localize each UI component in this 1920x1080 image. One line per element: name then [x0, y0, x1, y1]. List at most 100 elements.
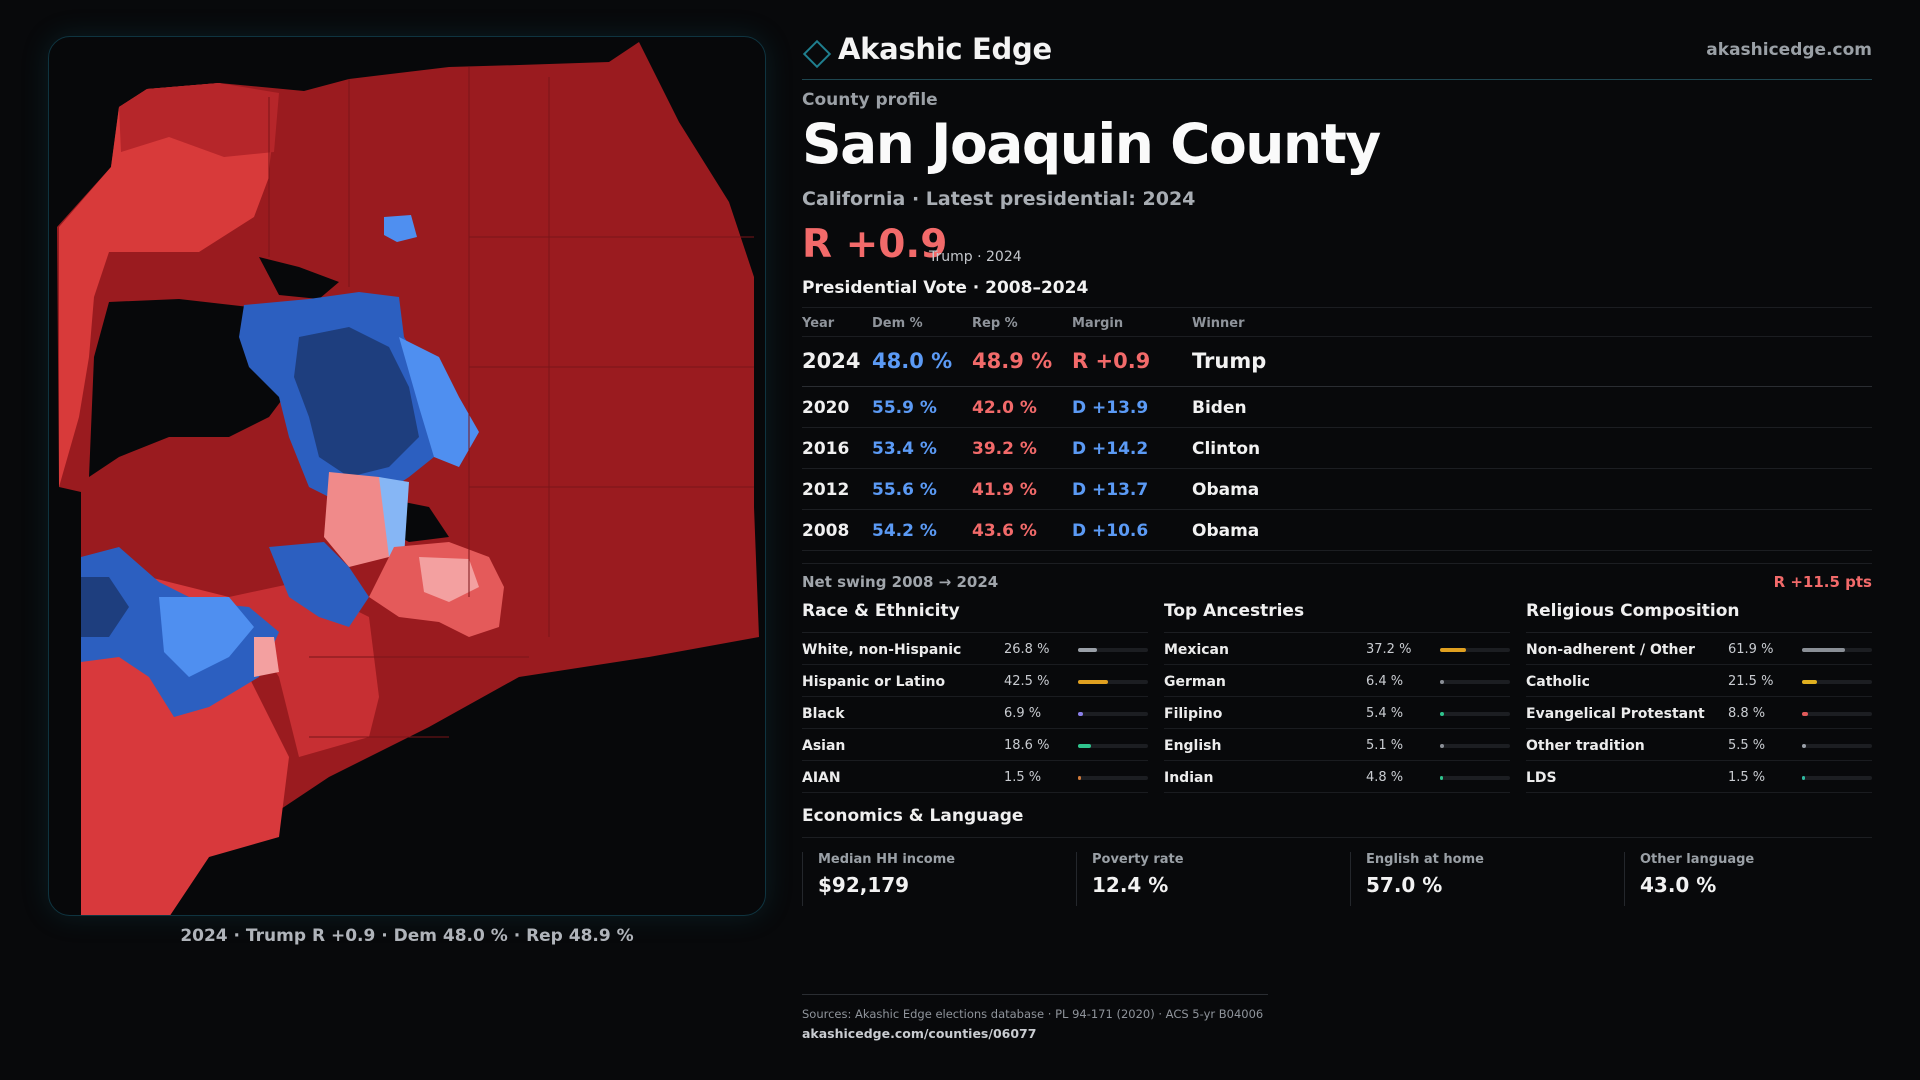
item-name: Evangelical Protestant	[1526, 706, 1705, 722]
item-name: AIAN	[802, 770, 841, 786]
list-item: Asian 18.6 %	[802, 729, 1148, 761]
row-year: 2016	[802, 439, 850, 459]
tracy-pink	[254, 637, 279, 677]
col-year: Year	[802, 316, 835, 331]
list-item: Other tradition 5.5 %	[1526, 729, 1872, 761]
list-item: Mexican 37.2 %	[1164, 633, 1510, 665]
county-url-link[interactable]: akashicedge.com/counties/06077	[802, 1026, 1037, 1041]
row-margin: D +13.7	[1072, 480, 1149, 500]
item-percent: 1.5 %	[1004, 770, 1042, 785]
col-winner: Winner	[1192, 316, 1245, 331]
religion-section: Religious Composition Non-adherent / Oth…	[1526, 601, 1872, 793]
list-item: Indian 4.8 %	[1164, 761, 1510, 793]
list-item: Non-adherent / Other 61.9 %	[1526, 633, 1872, 665]
percent-bar-fill	[1440, 744, 1444, 748]
row-dem: 48.0 %	[872, 349, 953, 373]
list-item: German 6.4 %	[1164, 665, 1510, 697]
ancestry-section: Top Ancestries Mexican 37.2 % German 6.4 % F…	[1164, 601, 1510, 793]
diamond-logo-icon	[802, 39, 832, 69]
col-rep: Rep %	[972, 316, 1018, 331]
item-name: Indian	[1164, 770, 1214, 786]
table-row: 2012 55.6 % 41.9 % D +13.7 Obama	[802, 469, 1872, 510]
table-row: 2020 55.9 % 42.0 % D +13.9 Biden	[802, 387, 1872, 428]
percent-bar-fill	[1802, 680, 1818, 684]
precinct-map[interactable]	[49, 37, 766, 916]
region-west-light	[59, 83, 274, 487]
list-item: Filipino 5.4 %	[1164, 697, 1510, 729]
region-northwest	[119, 83, 279, 157]
row-margin: D +14.2	[1072, 439, 1149, 459]
econ-label: Poverty rate	[1092, 852, 1184, 867]
percent-bar-track	[1078, 712, 1148, 716]
item-name: Other tradition	[1526, 738, 1645, 754]
race-ethnicity-section: Race & Ethnicity White, non-Hispanic 26.8…	[802, 601, 1148, 793]
percent-bar-track	[1802, 680, 1872, 684]
vote-table-header: Year Dem % Rep % Margin Winner	[802, 307, 1872, 337]
table-row: 2016 53.4 % 39.2 % D +14.2 Clinton	[802, 428, 1872, 469]
item-name: Catholic	[1526, 674, 1590, 690]
econ-value: 43.0 %	[1640, 873, 1717, 897]
percent-bar-fill	[1802, 776, 1805, 780]
percent-bar-track	[1802, 776, 1872, 780]
header: Akashic Edge akashicedge.com	[802, 30, 1872, 80]
percent-bar-track	[1802, 712, 1872, 716]
item-name: White, non-Hispanic	[802, 642, 962, 658]
percent-bar-track	[1440, 712, 1510, 716]
percent-bar-track	[1078, 744, 1148, 748]
row-dem: 54.2 %	[872, 521, 937, 541]
map-caption: 2024 · Trump R +0.9 · Dem 48.0 % · Rep 4…	[180, 926, 634, 946]
row-rep: 48.9 %	[972, 349, 1053, 373]
row-margin: D +13.9	[1072, 398, 1149, 418]
econ-other-language: Other language 43.0 %	[1624, 852, 1894, 906]
row-winner: Obama	[1192, 480, 1260, 500]
item-percent: 18.6 %	[1004, 738, 1050, 753]
vote-section-title: Presidential Vote · 2008–2024	[802, 278, 1089, 298]
item-name: German	[1164, 674, 1226, 690]
percent-bar-fill	[1078, 712, 1083, 716]
net-swing: Net swing 2008 → 2024 R +11.5 pts	[802, 563, 1872, 599]
percent-bar-fill	[1802, 712, 1809, 716]
item-percent: 1.5 %	[1728, 770, 1766, 785]
table-row: 2008 54.2 % 43.6 % D +10.6 Obama	[802, 510, 1872, 551]
item-percent: 4.8 %	[1366, 770, 1404, 785]
econ-value: 12.4 %	[1092, 873, 1169, 897]
col-margin: Margin	[1072, 316, 1124, 331]
row-dem: 55.9 %	[872, 398, 937, 418]
percent-bar-fill	[1078, 648, 1097, 652]
urban-lightblue-2	[379, 477, 409, 557]
percent-bar-fill	[1802, 648, 1846, 652]
table-row: 2024 48.0 % 48.9 % R +0.9 Trump	[802, 337, 1872, 387]
list-item: Black 6.9 %	[802, 697, 1148, 729]
urban-light-blue	[399, 337, 479, 467]
list-item: English 5.1 %	[1164, 729, 1510, 761]
item-name: Mexican	[1164, 642, 1229, 658]
list-item: LDS 1.5 %	[1526, 761, 1872, 793]
ancestry-section-title: Top Ancestries	[1164, 601, 1510, 633]
brand-name[interactable]: Akashic Edge	[838, 32, 1052, 66]
manteca-pink	[419, 557, 479, 602]
county-map-panel[interactable]	[48, 36, 766, 916]
site-link[interactable]: akashicedge.com	[1706, 40, 1872, 60]
econ-value: $92,179	[818, 873, 910, 897]
row-rep: 42.0 %	[972, 398, 1037, 418]
percent-bar-fill	[1440, 680, 1445, 684]
latest-margin-note: Trump · 2024	[929, 249, 1022, 265]
urban-core-dark	[294, 327, 419, 477]
tracy-light	[159, 597, 254, 677]
percent-bar-track	[1802, 648, 1872, 652]
col-dem: Dem %	[872, 316, 923, 331]
econ-label: English at home	[1366, 852, 1484, 867]
item-percent: 61.9 %	[1728, 642, 1774, 657]
item-percent: 5.5 %	[1728, 738, 1766, 753]
item-percent: 26.8 %	[1004, 642, 1050, 657]
latest-margin: R +0.9	[802, 222, 948, 267]
percent-bar-track	[1440, 680, 1510, 684]
item-percent: 8.8 %	[1728, 706, 1766, 721]
percent-bar-track	[1440, 776, 1510, 780]
row-year: 2024	[802, 349, 861, 373]
list-item: Catholic 21.5 %	[1526, 665, 1872, 697]
list-item: Hispanic or Latino 42.5 %	[802, 665, 1148, 697]
row-winner: Trump	[1192, 349, 1267, 373]
north-cluster	[384, 215, 417, 242]
delta-void-2	[259, 257, 339, 299]
